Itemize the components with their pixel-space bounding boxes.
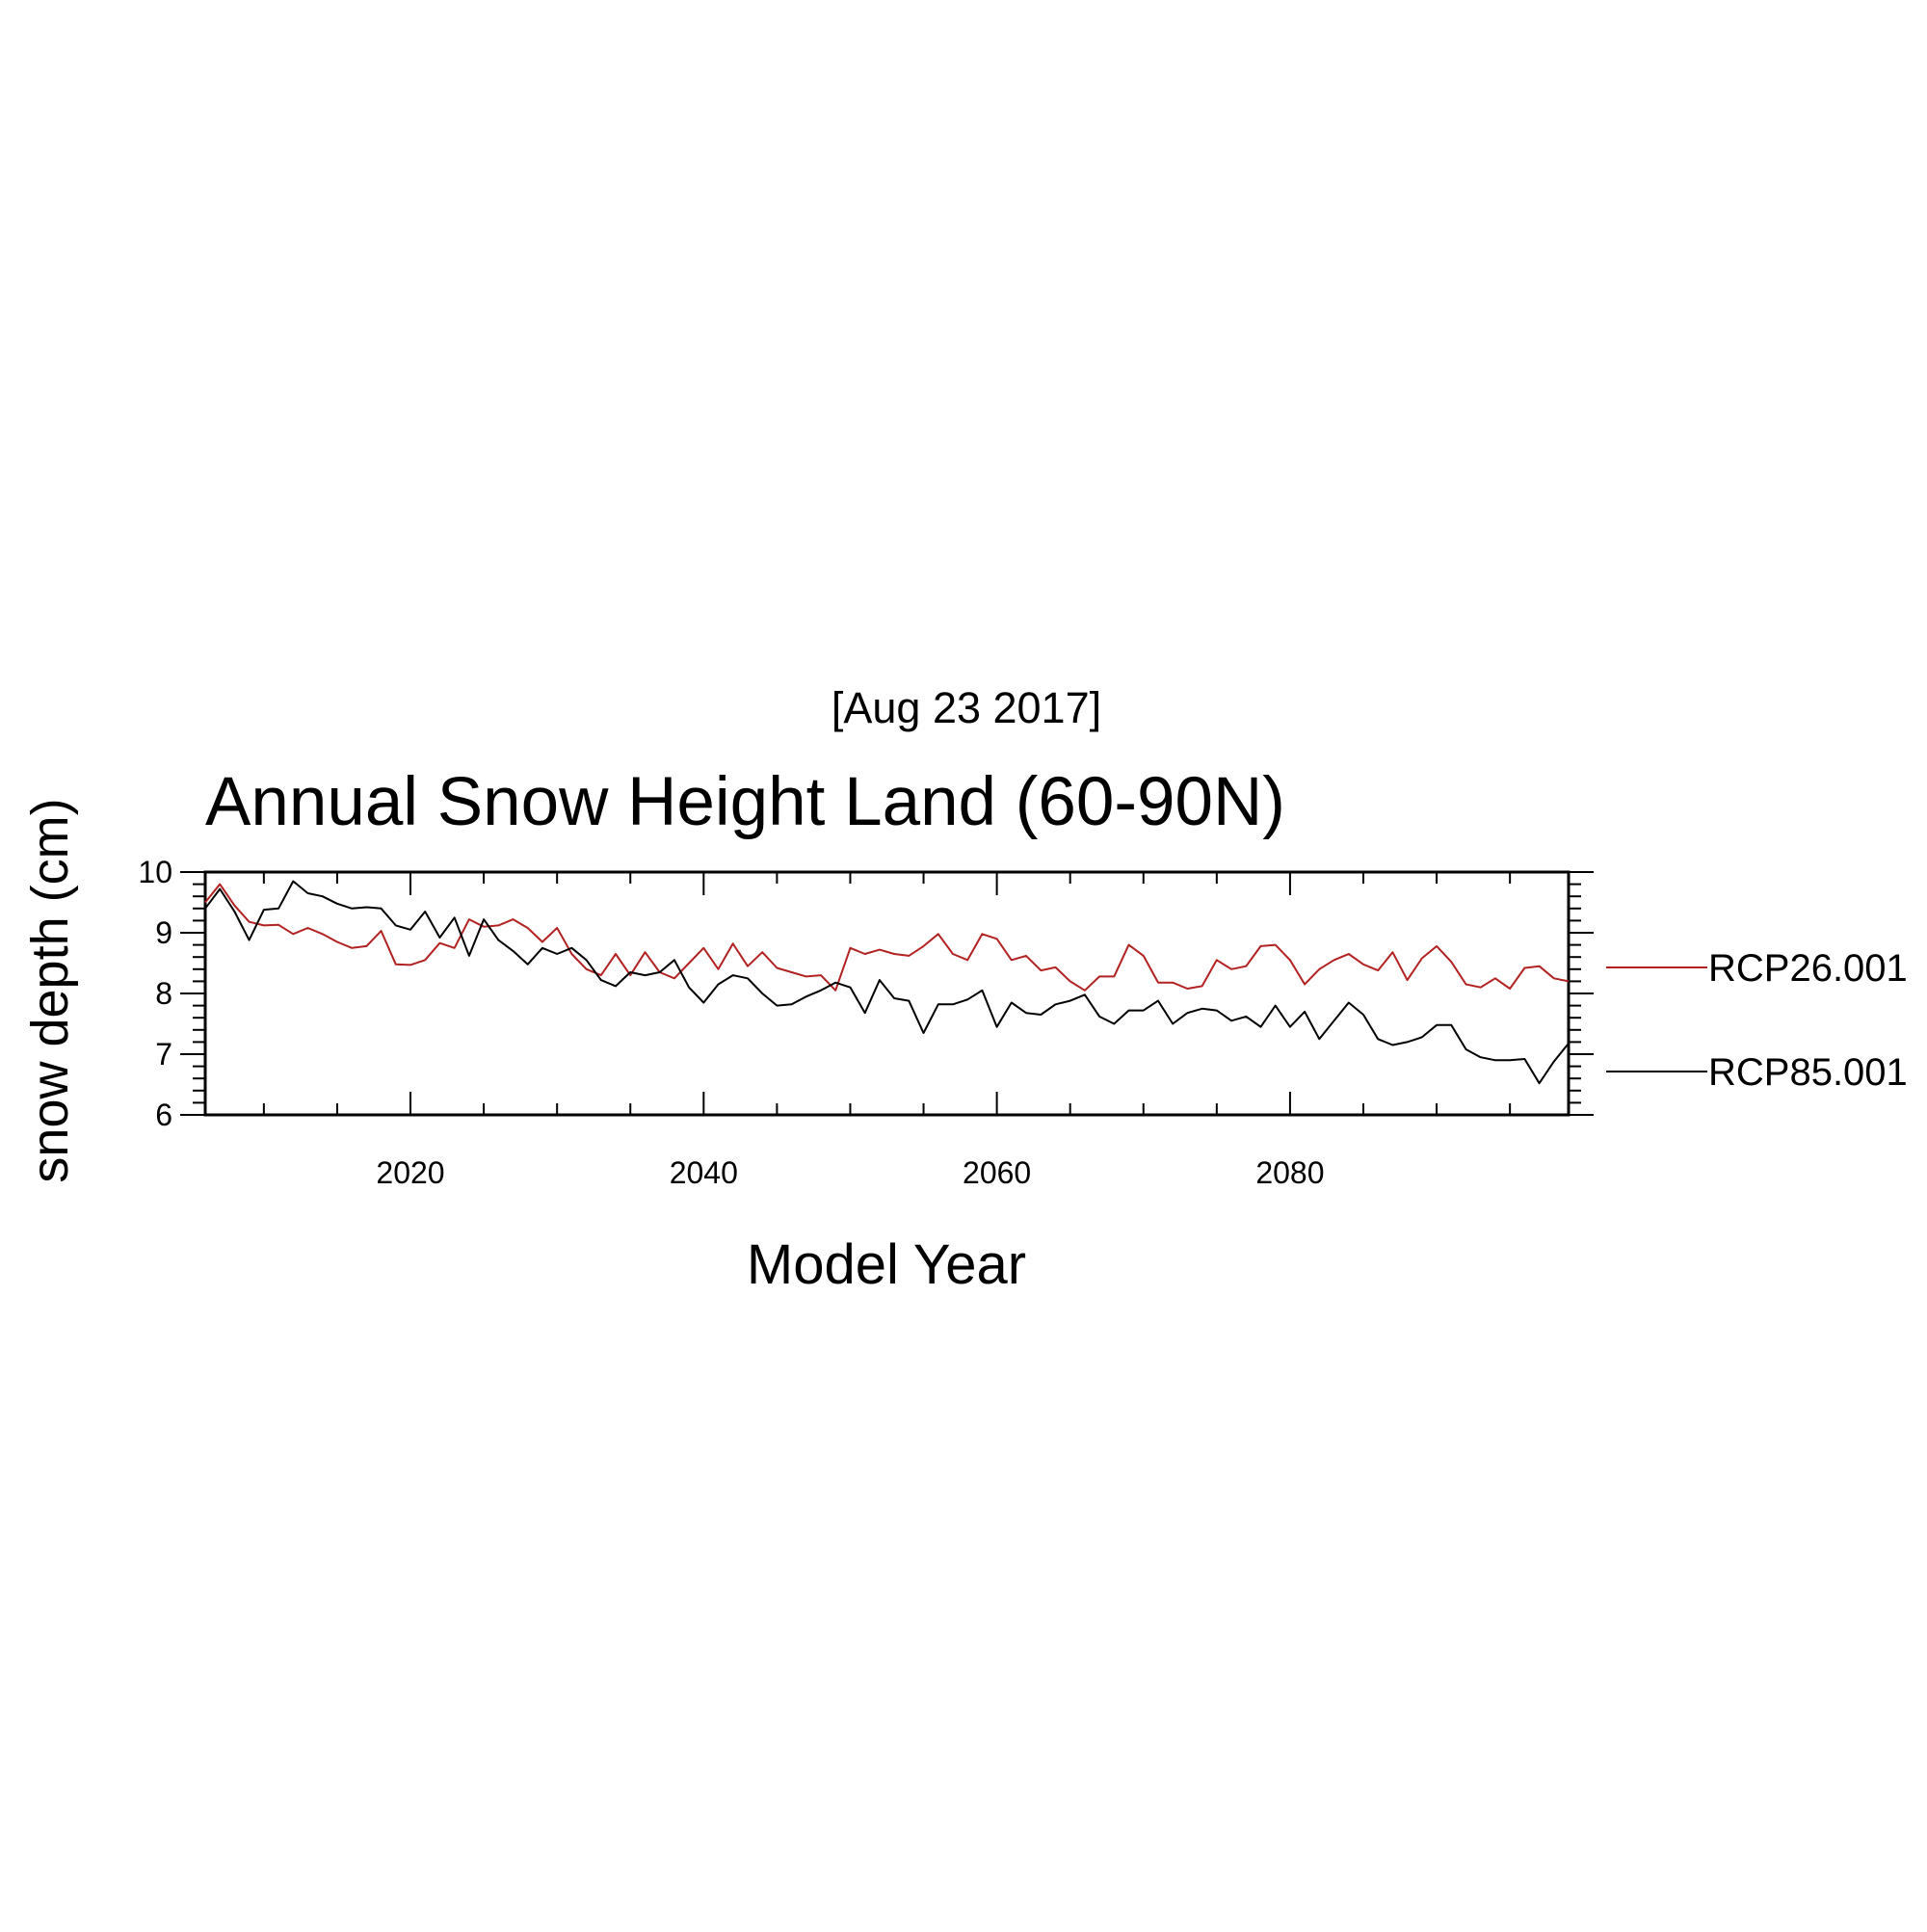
x-tick-label: 2020 (376, 1155, 444, 1190)
chart-subtitle: [Aug 23 2017] (832, 683, 1101, 732)
legend-label: RCP85.001 (1708, 1051, 1908, 1094)
y-tick-label: 9 (155, 915, 172, 950)
legend-label: RCP26.001 (1708, 947, 1908, 990)
y-axis-label: snow depth (cm) (21, 798, 79, 1182)
y-tick-label: 6 (155, 1098, 172, 1132)
x-tick-label: 2060 (963, 1155, 1031, 1190)
y-tick-label: 8 (155, 976, 172, 1011)
y-tick-label: 10 (138, 855, 172, 889)
y-tick-label: 7 (155, 1037, 172, 1072)
plot-frame (203, 870, 1571, 1117)
plot-area: 2020 2040 2060 2080 6 7 8 9 10 RCP26.001 RCP85.001 (138, 855, 1907, 1190)
series-line-rcp26-001 (204, 883, 1570, 992)
x-tick-label: 2040 (670, 1155, 738, 1190)
x-axis-label: Model Year (747, 1233, 1026, 1296)
chart-title: Annual Snow Height Land (60-90N) (205, 764, 1285, 840)
series-line-rcp85-001 (204, 880, 1570, 1085)
x-tick-label: 2080 (1255, 1155, 1324, 1190)
